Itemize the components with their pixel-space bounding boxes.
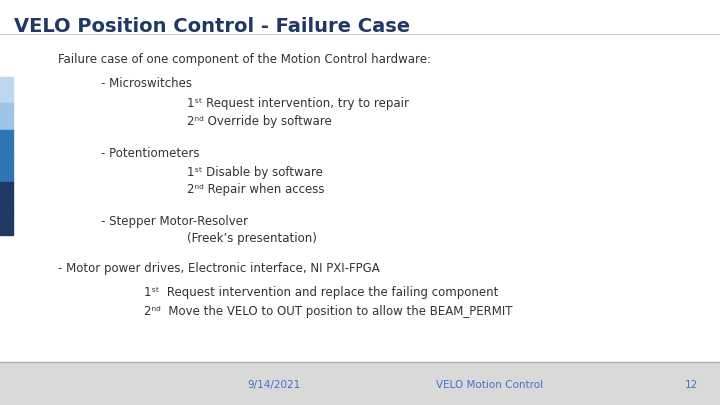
Text: 2ⁿᵈ Repair when access: 2ⁿᵈ Repair when access [187,183,325,196]
Text: VELO Motion Control: VELO Motion Control [436,380,543,390]
Text: (Freek’s presentation): (Freek’s presentation) [187,232,317,245]
Text: - Potentiometers: - Potentiometers [101,147,199,160]
Bar [0,182,13,209]
Text: 1ˢᵗ Request intervention, try to repair: 1ˢᵗ Request intervention, try to repair [187,97,409,110]
Bar [0,77,13,103]
Bar [0,362,720,405]
Text: 2ⁿᵈ  Move the VELO to OUT position to allow the BEAM_PERMIT: 2ⁿᵈ Move the VELO to OUT position to all… [144,305,513,318]
Bar [0,156,13,182]
Text: VELO Position Control - Failure Case: VELO Position Control - Failure Case [14,17,410,36]
Text: 12: 12 [685,380,698,390]
Text: Failure case of one component of the Motion Control hardware:: Failure case of one component of the Mot… [58,53,431,66]
Text: - Microswitches: - Microswitches [101,77,192,90]
Text: 1ˢᵗ Disable by software: 1ˢᵗ Disable by software [187,166,323,179]
Bar [0,130,13,156]
Text: 2ⁿᵈ Override by software: 2ⁿᵈ Override by software [187,115,332,128]
Text: 9/14/2021: 9/14/2021 [247,380,300,390]
Bar [0,209,13,235]
Text: - Stepper Motor-Resolver: - Stepper Motor-Resolver [101,215,248,228]
Text: - Motor power drives, Electronic interface, NI PXI-FPGA: - Motor power drives, Electronic interfa… [58,262,379,275]
Text: 1ˢᵗ  Request intervention and replace the failing component: 1ˢᵗ Request intervention and replace the… [144,286,498,298]
Bar [0,103,13,130]
